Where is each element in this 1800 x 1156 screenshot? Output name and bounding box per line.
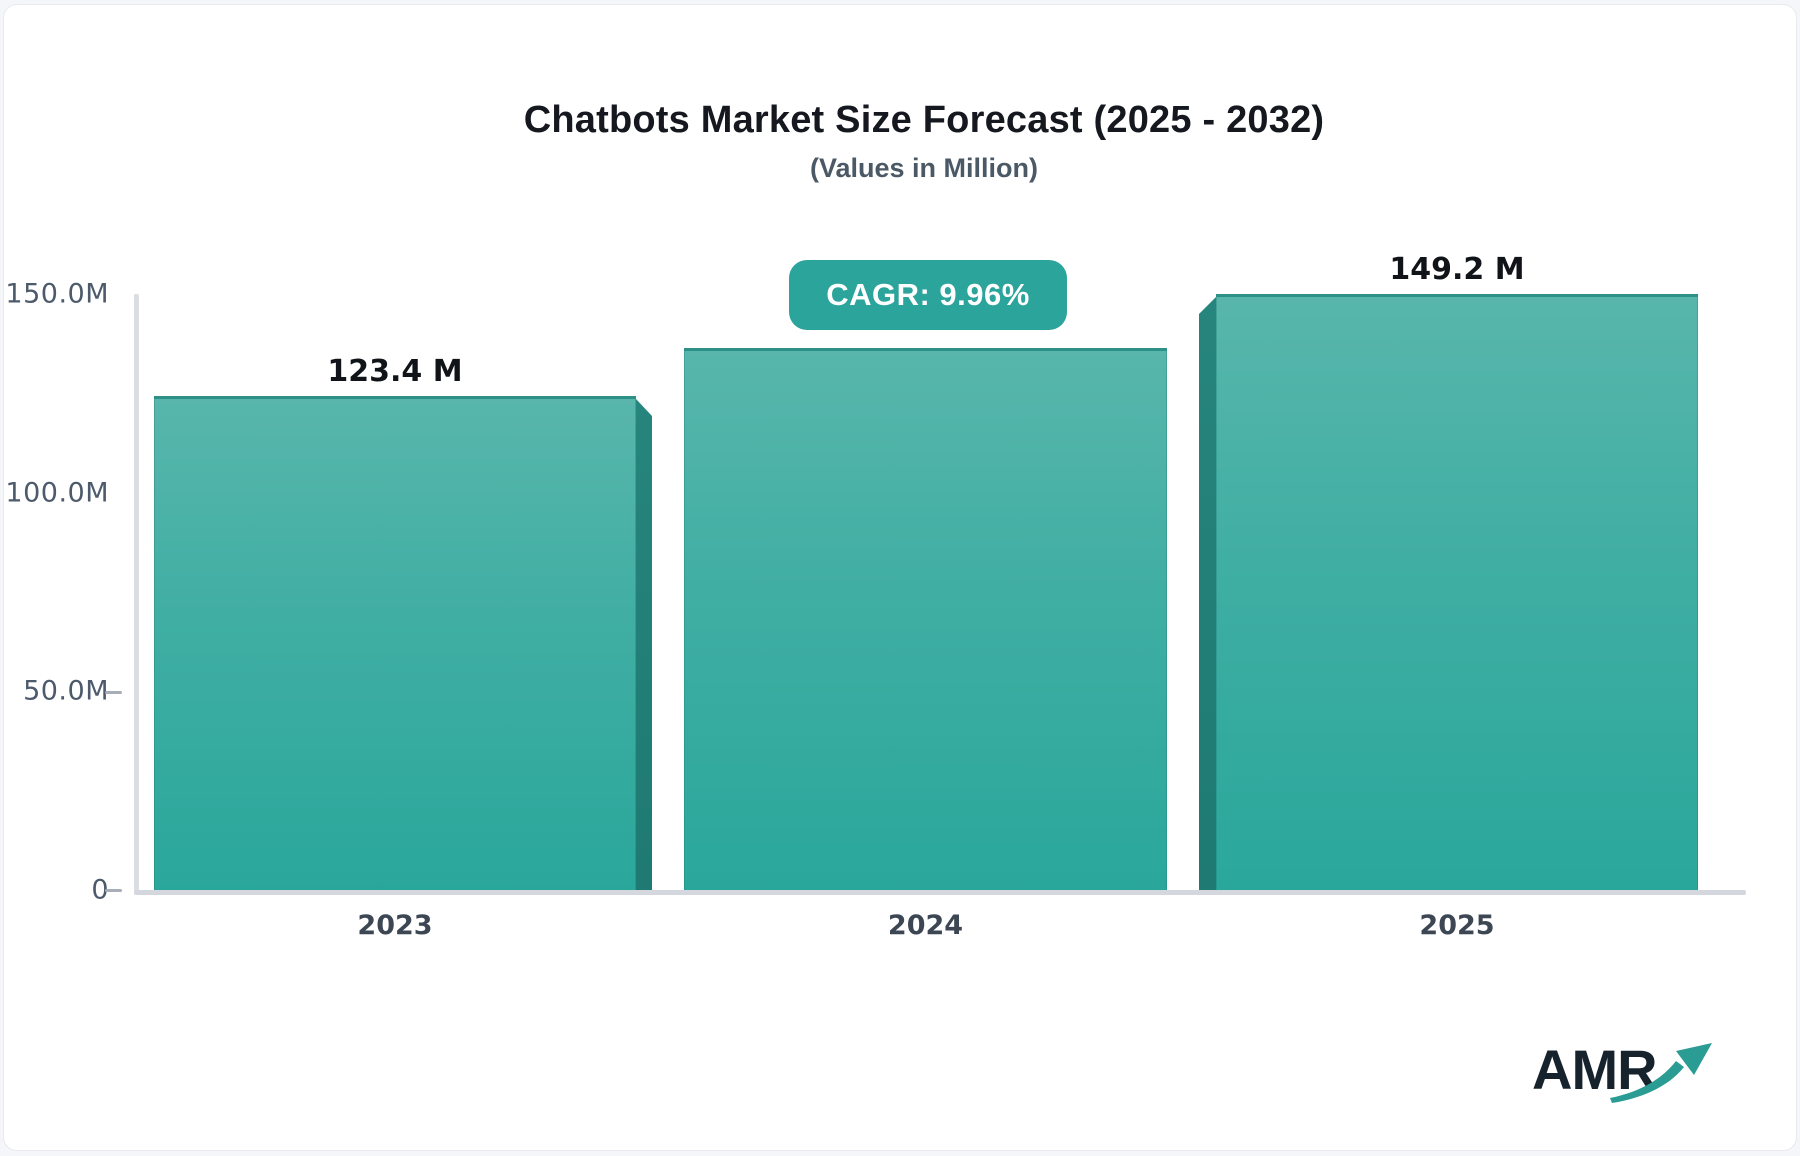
bar-2023-body <box>154 396 636 890</box>
bar-2025 <box>1199 294 1698 890</box>
bar-2024-body <box>684 348 1167 890</box>
growth-arrow-icon <box>1610 1043 1712 1103</box>
plot-area: 150.0M 100.0M 50.0M 0 123.4 M 135.7 M 14… <box>4 5 1796 1150</box>
bar-2023-side-panel <box>636 399 652 890</box>
bar-value-2023: 123.4 M <box>327 354 463 389</box>
y-tick-mark-50m <box>105 691 122 695</box>
y-tick-label: 100.0M <box>5 477 109 508</box>
bar-2023 <box>154 396 652 890</box>
x-tick-2024: 2024 <box>887 910 964 941</box>
x-tick-2023: 2023 <box>357 910 433 941</box>
y-tick-label: 50.0M <box>23 675 109 707</box>
cagr-badge: CAGR: 9.96% <box>789 260 1067 330</box>
amr-logo: AMR <box>1532 1037 1722 1117</box>
chart-subtitle: (Values in Million) <box>809 153 1039 183</box>
y-tick-mark-0 <box>105 889 122 892</box>
cagr-badge-label: CAGR: 9.96% <box>826 277 1030 312</box>
x-tick-2025: 2025 <box>1419 910 1495 941</box>
bar-value-2025: 149.2 M <box>1389 252 1525 287</box>
chart-card: Chatbots Market Size Forecast (2025 - 20… <box>3 4 1797 1151</box>
bar-2024 <box>684 348 1167 890</box>
x-axis-line <box>134 890 1746 895</box>
y-tick-label: 0 <box>91 874 109 906</box>
bar-2025-side-panel <box>1199 297 1216 890</box>
chart-title: Chatbots Market Size Forecast (2025 - 20… <box>523 99 1325 141</box>
y-tick-label: 150.0M <box>5 278 109 310</box>
bar-2025-body <box>1216 294 1698 890</box>
y-axis-line <box>134 294 139 894</box>
